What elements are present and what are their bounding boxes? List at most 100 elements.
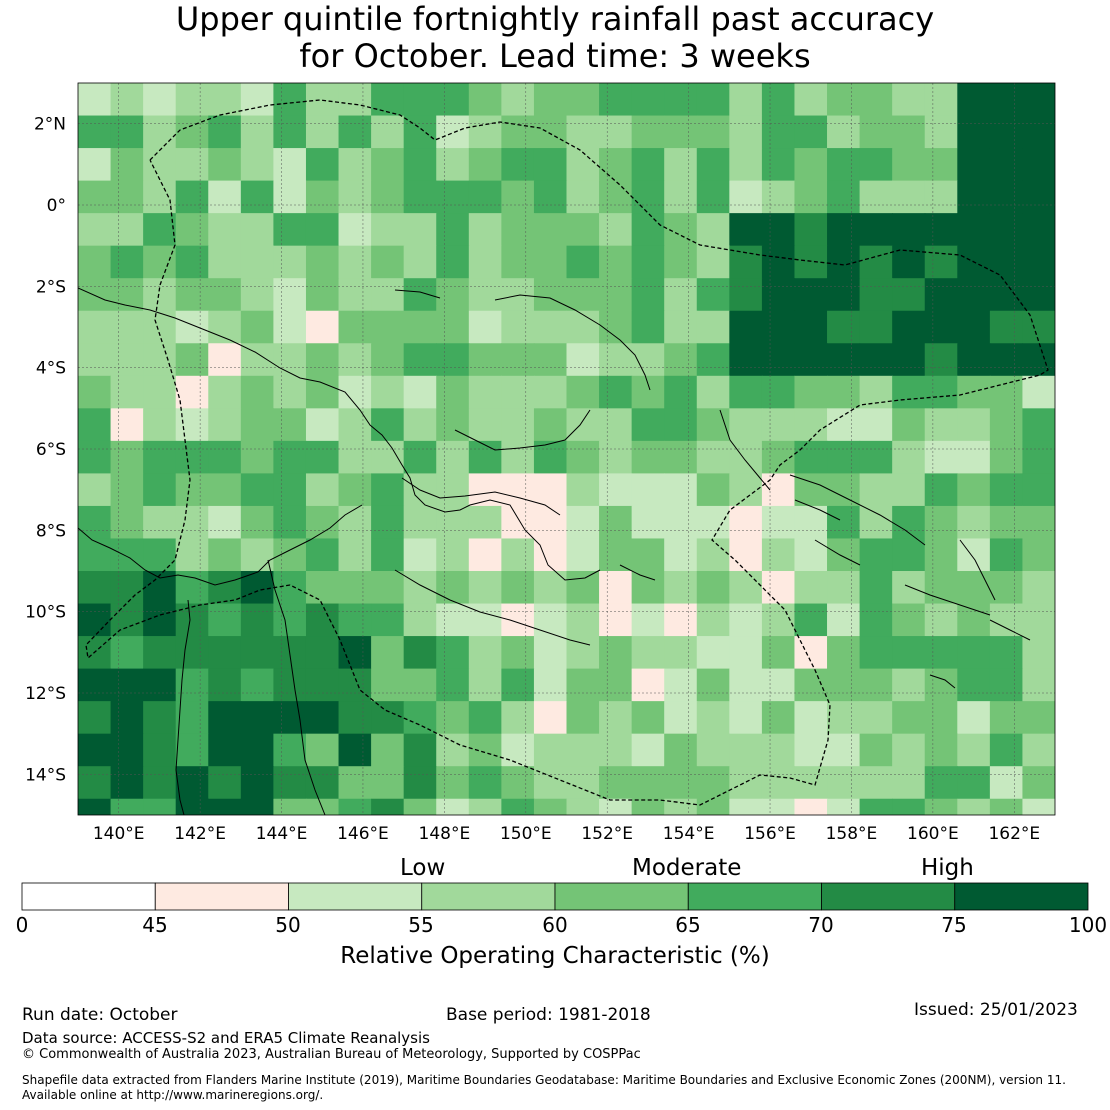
- colorbar-tick-label: 50: [275, 913, 301, 937]
- colorbar-tick-label: 60: [542, 913, 568, 937]
- roc-cell: [501, 538, 535, 572]
- roc-cell: [78, 278, 112, 312]
- roc-cell: [631, 310, 665, 344]
- roc-cell: [78, 115, 112, 149]
- roc-cell: [599, 701, 633, 735]
- longitude-tick-label: 150°E: [500, 824, 552, 844]
- roc-cell: [859, 180, 893, 214]
- roc-cell: [143, 603, 177, 637]
- roc-cell: [468, 538, 502, 572]
- colorbar-swatch: [954, 882, 1089, 911]
- roc-cell: [371, 603, 405, 637]
- roc-cell: [371, 83, 405, 117]
- roc-cell: [273, 115, 307, 149]
- roc-cell: [175, 505, 209, 540]
- roc-cell: [403, 538, 437, 572]
- roc-cell: [729, 733, 763, 767]
- roc-cell: [696, 473, 730, 507]
- roc-cell: [110, 213, 144, 247]
- roc-cell: [794, 798, 828, 815]
- roc-cell: [501, 733, 535, 767]
- roc-cell: [371, 375, 405, 409]
- roc-cell: [924, 668, 958, 702]
- roc-cell: [371, 115, 405, 149]
- roc-cell: [78, 733, 112, 767]
- roc-cell: [175, 733, 209, 767]
- roc-cell: [957, 668, 991, 702]
- roc-cell: [859, 798, 893, 815]
- roc-cell: [501, 343, 535, 377]
- colorbar-tick-label: 65: [675, 913, 701, 937]
- roc-cell: [175, 375, 209, 409]
- roc-cell: [924, 245, 958, 279]
- roc-cell: [371, 636, 405, 670]
- category-label-high: High: [921, 855, 974, 881]
- roc-cell: [501, 668, 535, 702]
- roc-cell: [78, 83, 112, 117]
- roc-cell: [175, 408, 209, 442]
- roc-cell: [957, 343, 991, 377]
- roc-cell: [436, 148, 470, 182]
- roc-cell: [599, 115, 633, 149]
- roc-cell: [1022, 603, 1055, 637]
- roc-cell: [371, 310, 405, 344]
- roc-cell: [664, 505, 698, 540]
- roc-cell: [240, 636, 274, 670]
- roc-cell: [533, 473, 568, 507]
- roc-cell: [533, 701, 568, 735]
- roc-cell: [566, 538, 600, 572]
- roc-cell: [957, 766, 991, 800]
- roc-cell: [436, 343, 470, 377]
- longitude-tick-label: 142°E: [174, 824, 226, 844]
- roc-cell: [957, 310, 991, 344]
- roc-cell: [468, 505, 502, 540]
- roc-cell: [566, 278, 600, 312]
- roc-cell: [143, 278, 177, 312]
- roc-cell: [729, 245, 763, 279]
- roc-cell: [501, 701, 535, 735]
- roc-cell: [501, 473, 535, 507]
- roc-cell: [305, 343, 340, 377]
- roc-cell: [957, 733, 991, 767]
- roc-cell: [501, 310, 535, 344]
- roc-cell: [208, 701, 242, 735]
- roc-cell: [533, 603, 568, 637]
- roc-cell: [110, 408, 144, 442]
- roc-cell: [761, 701, 796, 735]
- roc-cell: [924, 408, 958, 442]
- roc-cell: [338, 571, 372, 605]
- roc-cell: [631, 766, 665, 800]
- roc-cell: [403, 148, 437, 182]
- roc-cell: [664, 473, 698, 507]
- roc-cell: [338, 505, 372, 540]
- roc-cell: [468, 245, 502, 279]
- roc-cell: [859, 245, 893, 279]
- roc-cell: [110, 538, 144, 572]
- roc-cell: [761, 408, 796, 442]
- roc-cell: [761, 798, 796, 815]
- roc-cell: [631, 213, 665, 247]
- roc-cell: [794, 83, 828, 117]
- roc-cell: [892, 278, 926, 312]
- longitude-tick-label: 160°E: [907, 824, 959, 844]
- roc-cell: [436, 278, 470, 312]
- roc-cell: [208, 245, 242, 279]
- roc-cell: [338, 245, 372, 279]
- roc-cell: [827, 408, 861, 442]
- roc-cell: [305, 245, 340, 279]
- roc-cell: [1022, 343, 1055, 377]
- roc-cell: [957, 375, 991, 409]
- roc-cell: [859, 571, 893, 605]
- latitude-tick-label: 8°S: [36, 521, 66, 541]
- roc-cell: [533, 278, 568, 312]
- roc-cell: [501, 213, 535, 247]
- roc-cell: [729, 701, 763, 735]
- roc-cell: [599, 245, 633, 279]
- roc-cell: [989, 440, 1024, 474]
- roc-cell: [989, 766, 1024, 800]
- roc-cell: [696, 83, 730, 117]
- roc-cell: [338, 83, 372, 117]
- roc-cell: [305, 310, 340, 344]
- roc-cell: [78, 701, 112, 735]
- roc-cell: [338, 310, 372, 344]
